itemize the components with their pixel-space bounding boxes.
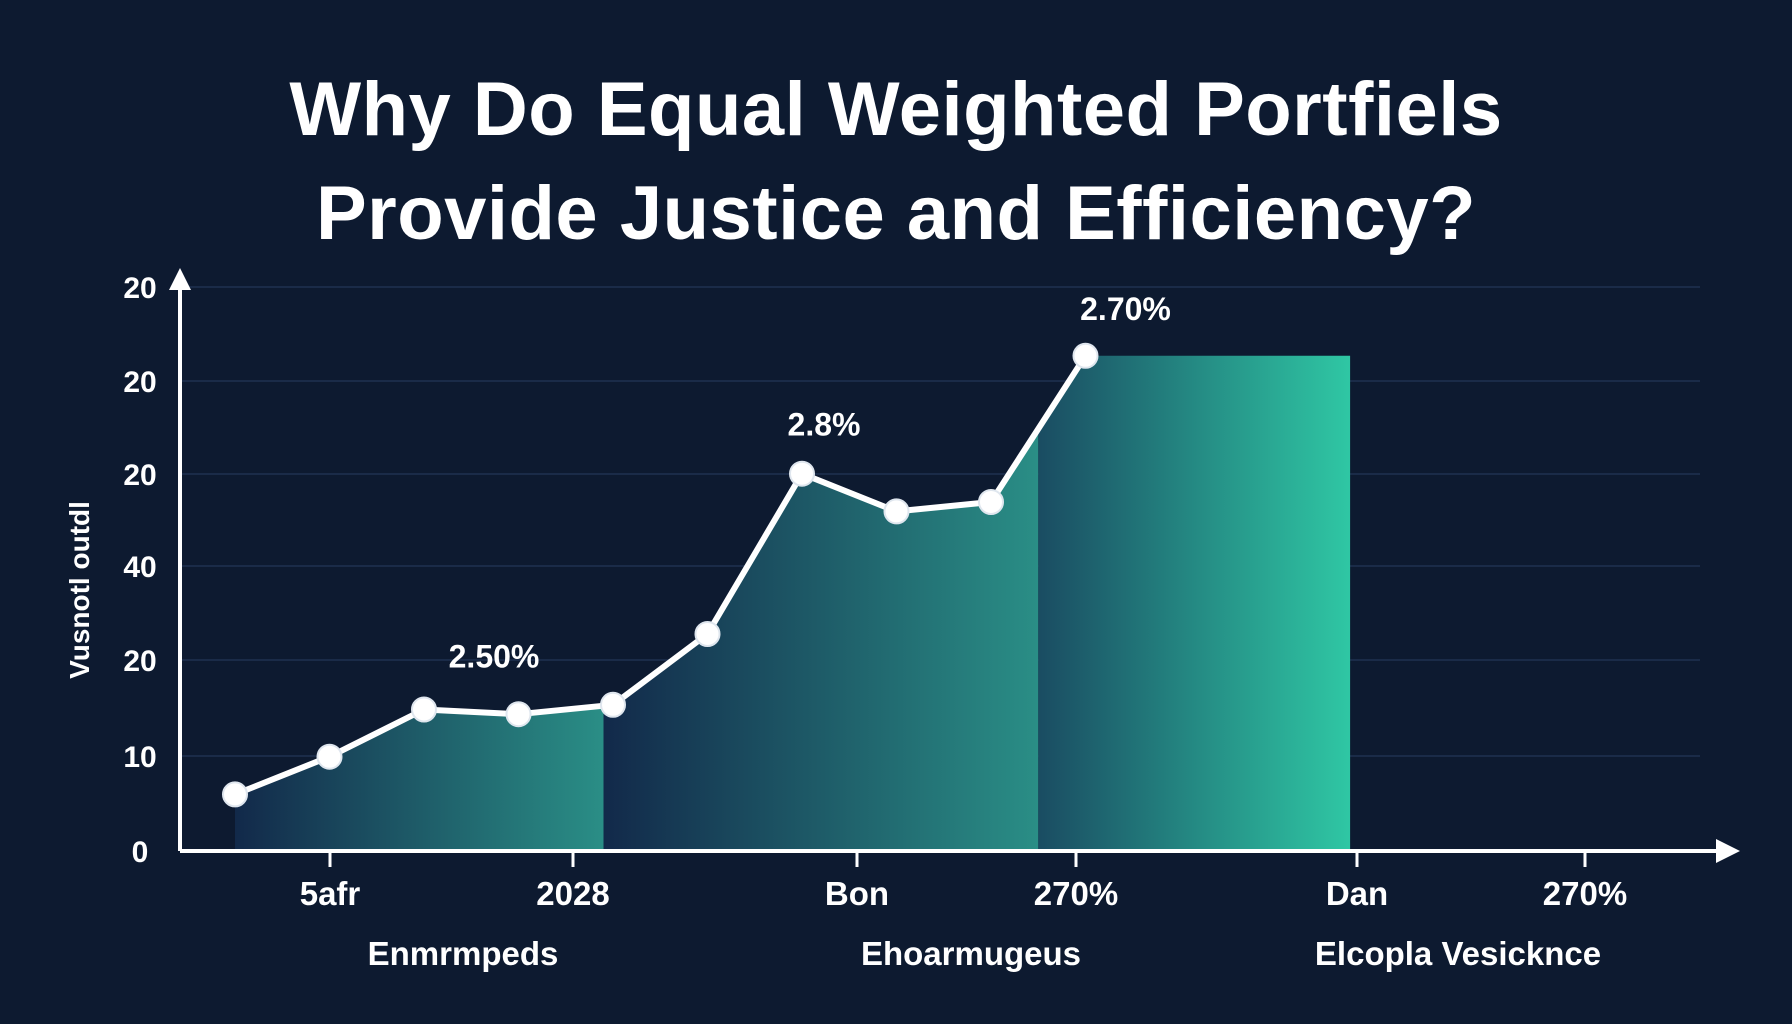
series-line bbox=[232, 352, 1089, 798]
data-point bbox=[411, 696, 437, 723]
y-tick-label: 20 bbox=[123, 459, 156, 492]
chart-title: Why Do Equal Weighted Portfiels Provide … bbox=[0, 58, 1792, 266]
x-tick-label: Dan bbox=[1326, 875, 1388, 912]
data-point bbox=[978, 489, 1004, 515]
x-tick-label: 270% bbox=[1034, 875, 1118, 912]
labels: 0 10 20 40 20 20 20 5afr 2028 Bon 270% Dan 270% Enmrm… bbox=[123, 272, 1627, 972]
axes bbox=[169, 268, 1740, 867]
x-group-label: Enmrmpeds bbox=[368, 935, 559, 972]
y-tick-label: 20 bbox=[123, 645, 156, 678]
x-tick-label: 270% bbox=[1543, 875, 1627, 912]
x-tick-label: 2028 bbox=[536, 875, 609, 912]
series-line-path bbox=[232, 352, 1089, 798]
y-tick-label: 0 bbox=[132, 836, 149, 869]
y-tick-label: 20 bbox=[123, 366, 156, 399]
data-point bbox=[505, 701, 532, 728]
title-line-1: Why Do Equal Weighted Portfiels bbox=[289, 67, 1503, 152]
data-label: 2.50% bbox=[449, 639, 540, 675]
y-tick-label: 20 bbox=[123, 272, 156, 305]
data-points bbox=[222, 342, 1099, 808]
data-point bbox=[222, 781, 248, 808]
area-band bbox=[603, 428, 1039, 851]
y-tick-label: 10 bbox=[123, 741, 156, 774]
x-axis-arrow bbox=[1716, 839, 1740, 863]
data-point bbox=[600, 691, 626, 718]
y-tick-label: 40 bbox=[123, 551, 156, 584]
area-band bbox=[235, 705, 604, 851]
data-point bbox=[316, 743, 343, 770]
area-band bbox=[1038, 355, 1351, 851]
y-axis-arrow bbox=[169, 268, 191, 290]
data-point bbox=[883, 498, 910, 525]
area-bands bbox=[235, 355, 1351, 851]
data-point bbox=[1072, 342, 1099, 369]
data-label: 2.70% bbox=[1080, 291, 1171, 327]
x-tick-label: Bon bbox=[825, 875, 889, 912]
x-group-label: Elcopla Vesicknce bbox=[1315, 935, 1601, 972]
data-point bbox=[694, 621, 721, 647]
data-point bbox=[789, 460, 815, 487]
data-label: 2.8% bbox=[788, 407, 861, 443]
x-tick-label: 5afr bbox=[300, 875, 361, 912]
title-line-2: Provide Justice and Efficiency? bbox=[315, 171, 1477, 256]
x-group-label: Ehoarmugeus bbox=[861, 935, 1081, 972]
